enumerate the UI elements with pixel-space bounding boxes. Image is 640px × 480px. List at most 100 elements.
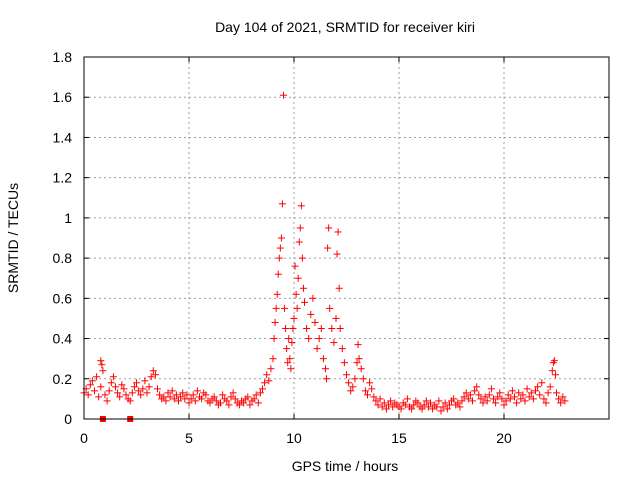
data-point [368,385,376,393]
data-point [294,274,302,282]
data-point [550,357,558,365]
data-point [410,401,418,409]
data-point [471,387,479,395]
data-point [364,391,371,399]
y-tick-label: 1.4 [53,129,73,145]
data-point [328,325,336,332]
data-point [335,284,343,292]
data-point [162,397,170,405]
data-point [301,298,308,306]
data-point [98,361,106,369]
data-point [319,355,327,363]
data-point [283,345,291,353]
data-point [139,385,147,393]
data-point [202,391,210,399]
x-axis-label: GPS time / hours [292,458,399,474]
data-point [269,355,277,363]
data-point [156,391,164,399]
data-point [263,371,271,379]
data-point [287,365,295,373]
data-point [366,379,374,387]
data-point [292,290,300,298]
data-point [128,389,136,397]
y-tick-label: 0.2 [53,371,73,387]
data-point [130,383,138,391]
data-point [147,373,155,381]
data-point [275,254,283,262]
data-point [469,397,476,405]
data-point [272,304,280,312]
data-point [435,397,443,405]
data-point [323,375,331,383]
data-point [529,395,537,403]
data-point [561,397,569,405]
data-point [160,393,168,401]
data-point [252,391,260,399]
data-point [492,399,500,407]
data-point [88,377,96,385]
data-point [334,228,342,236]
data-point [359,375,367,383]
data-point [456,403,464,411]
data-point [277,234,285,242]
data-point [374,401,382,409]
data-point [345,379,353,387]
data-point [504,391,512,399]
data-point [555,395,563,403]
data-point [506,395,514,403]
data-point [91,387,98,395]
data-point [246,401,254,409]
data-point [462,389,470,397]
data-point [336,325,344,332]
x-tick-label: 5 [185,430,193,446]
data-point [548,367,556,375]
data-point [103,397,111,405]
data-point [293,304,301,312]
data-point [502,397,510,405]
data-point [420,401,428,409]
y-axis-label: SRMTID / TECUs [5,183,21,293]
data-point [114,389,122,397]
data-point [261,379,269,387]
data-point [324,244,332,252]
data-point [326,304,334,312]
data-point [515,389,523,397]
data-point [387,397,395,405]
data-point [485,391,493,399]
data-point [170,395,178,403]
data-point [559,393,567,401]
chart-title: Day 104 of 2021, SRMTID for receiver kir… [215,19,475,35]
data-point [296,224,304,232]
data-point [235,401,243,409]
data-point [99,367,107,375]
data-point [149,367,157,375]
y-tick-label: 1 [64,210,72,226]
data-point [265,377,273,385]
data-point [189,391,197,399]
data-point [557,399,565,407]
data-point [464,395,472,403]
data-point [380,399,388,407]
data-point [250,395,258,403]
data-point [225,401,233,409]
data-point [133,379,140,387]
data-point [351,375,359,383]
data-point [490,395,497,403]
data-point [418,405,426,413]
x-tick-label: 20 [496,430,512,446]
data-point [523,385,531,393]
data-point [193,387,201,395]
data-point [282,325,290,332]
data-point [353,359,361,367]
data-point [177,393,185,401]
data-point [475,391,483,399]
data-point [122,391,130,399]
data-point [338,345,346,353]
data-point [289,325,297,332]
data-point [372,397,380,405]
grid [84,57,609,419]
data-point [151,371,159,379]
data-point [97,357,105,365]
data-point [433,403,441,411]
y-tick-label: 1.8 [53,49,73,65]
